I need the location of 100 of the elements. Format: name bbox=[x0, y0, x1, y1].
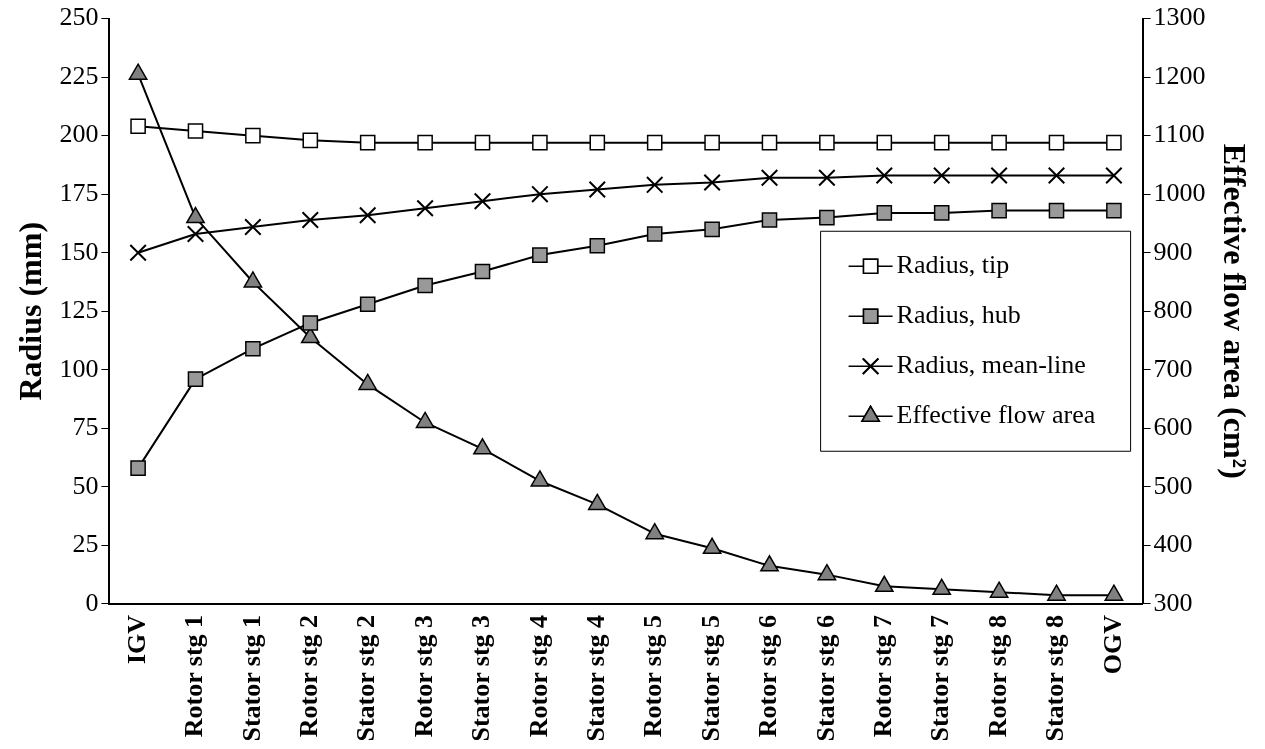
y2-tick-label: 400 bbox=[1153, 529, 1193, 559]
point bbox=[819, 209, 835, 226]
point bbox=[532, 247, 548, 263]
point bbox=[1048, 202, 1065, 219]
point bbox=[302, 315, 319, 331]
x-tick-label: Rotor stg 1 bbox=[179, 614, 209, 738]
point bbox=[1048, 134, 1065, 151]
y2-tick-label: 1300 bbox=[1153, 2, 1206, 32]
point bbox=[1047, 584, 1066, 601]
point bbox=[876, 205, 893, 221]
x-tick-label: Rotor stg 5 bbox=[638, 614, 668, 738]
point bbox=[416, 199, 434, 218]
y-tick-label: 200 bbox=[59, 119, 99, 149]
point bbox=[933, 205, 950, 221]
point bbox=[645, 522, 665, 540]
y2-tick-label: 300 bbox=[1153, 587, 1193, 617]
point bbox=[1106, 134, 1122, 151]
point bbox=[302, 132, 319, 149]
point bbox=[819, 134, 835, 151]
point bbox=[991, 134, 1007, 151]
point bbox=[589, 237, 606, 254]
point bbox=[187, 123, 204, 139]
point bbox=[645, 176, 664, 194]
y-tick-label: 175 bbox=[59, 178, 99, 208]
point bbox=[417, 134, 433, 151]
point bbox=[530, 470, 550, 487]
point bbox=[703, 173, 721, 192]
y2-tick-label: 1000 bbox=[1153, 178, 1206, 208]
y2-tick-label: 900 bbox=[1153, 236, 1193, 266]
point bbox=[991, 202, 1007, 219]
point bbox=[817, 563, 837, 581]
point bbox=[245, 340, 261, 357]
point bbox=[532, 134, 548, 151]
y-tick-label: 125 bbox=[59, 295, 99, 325]
x-tick-label: Stator stg 7 bbox=[925, 614, 955, 742]
y-tick-label: 75 bbox=[72, 412, 99, 442]
point bbox=[875, 166, 894, 185]
y2-tick-label: 1200 bbox=[1153, 60, 1206, 90]
point bbox=[704, 221, 720, 238]
y2-tick-label: 700 bbox=[1153, 353, 1193, 383]
point bbox=[186, 206, 205, 224]
x-tick-label: Rotor stg 2 bbox=[294, 614, 324, 738]
point bbox=[588, 180, 607, 199]
point bbox=[1106, 202, 1122, 219]
x-tick-label: Stator stg 4 bbox=[581, 614, 611, 742]
point bbox=[761, 134, 778, 151]
point bbox=[646, 226, 663, 242]
x-tick-label: Stator stg 6 bbox=[810, 614, 840, 742]
point bbox=[243, 271, 263, 288]
point bbox=[874, 575, 894, 593]
point bbox=[128, 63, 148, 80]
point bbox=[187, 371, 204, 387]
legend-label: Radius, tip bbox=[896, 250, 1010, 280]
point bbox=[702, 537, 722, 555]
point bbox=[589, 134, 606, 151]
point bbox=[818, 169, 836, 187]
point bbox=[473, 438, 492, 455]
point bbox=[531, 185, 549, 203]
point bbox=[129, 243, 147, 262]
point bbox=[417, 277, 433, 294]
point bbox=[130, 118, 146, 135]
point bbox=[990, 166, 1008, 185]
y2-tick-label: 600 bbox=[1153, 412, 1193, 442]
point bbox=[704, 134, 720, 151]
y-tick-label: 50 bbox=[72, 470, 99, 500]
y-tick-label: 0 bbox=[85, 587, 99, 617]
point bbox=[760, 169, 779, 187]
y-tick-label: 150 bbox=[59, 236, 99, 266]
x-tick-label: IGV bbox=[121, 614, 151, 665]
point bbox=[415, 411, 435, 429]
x-tick-label: Rotor stg 3 bbox=[408, 614, 438, 738]
point bbox=[245, 127, 261, 144]
point bbox=[932, 578, 952, 596]
point bbox=[876, 134, 893, 151]
legend-label: Radius, hub bbox=[896, 300, 1021, 330]
x-tick-label: Rotor stg 8 bbox=[982, 614, 1012, 738]
x-tick-label: Stator stg 1 bbox=[236, 614, 266, 742]
x-tick-label: Rotor stg 7 bbox=[868, 614, 898, 738]
point bbox=[473, 192, 492, 210]
point bbox=[1104, 584, 1124, 601]
x-tick-label: Rotor stg 4 bbox=[523, 614, 553, 738]
y2-tick-label: 800 bbox=[1153, 295, 1193, 325]
x-tick-label: Stator stg 8 bbox=[1040, 614, 1070, 742]
legend-label: Radius, mean-line bbox=[896, 350, 1086, 380]
point bbox=[474, 134, 491, 151]
legend-label: Effective flow area bbox=[896, 400, 1096, 430]
point bbox=[760, 555, 779, 572]
point bbox=[301, 211, 320, 229]
point bbox=[358, 206, 377, 225]
y-tick-label: 100 bbox=[59, 353, 99, 383]
point bbox=[359, 296, 376, 313]
x-tick-label: Stator stg 2 bbox=[351, 614, 381, 742]
y-axis-title: Radius (mm) bbox=[12, 221, 49, 401]
point bbox=[587, 493, 607, 511]
x-tick-label: Stator stg 5 bbox=[695, 614, 725, 742]
point bbox=[1047, 166, 1066, 185]
point bbox=[244, 218, 262, 236]
point bbox=[1105, 166, 1123, 185]
point bbox=[130, 460, 146, 476]
point bbox=[933, 134, 950, 151]
